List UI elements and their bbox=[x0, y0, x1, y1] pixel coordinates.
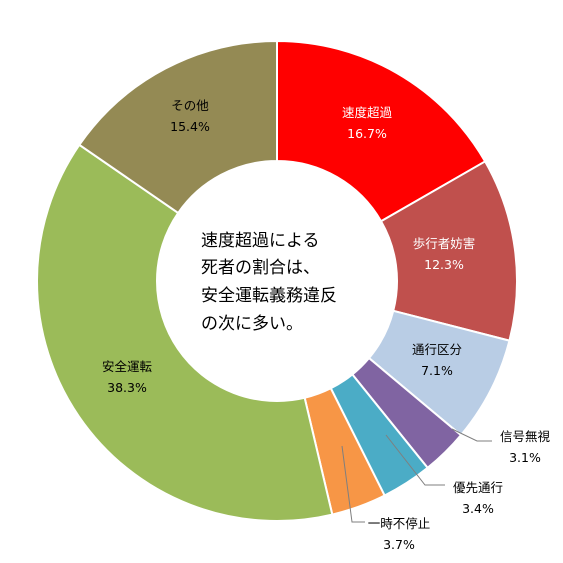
slice-4-value-label: 3.1% bbox=[509, 450, 541, 465]
slice-5-value-label: 3.4% bbox=[462, 501, 494, 516]
slice-labels: 速度超過 16.7% 歩行者妨害 12.3% 通行区分 7.1% 信号無視 3.1% 優先通行 3… bbox=[102, 98, 551, 552]
slice-3-value-label: 7.1% bbox=[421, 363, 453, 378]
slice-4-leader-line bbox=[451, 428, 492, 442]
slice-6-leader-line bbox=[341, 445, 365, 523]
slice-5-leader-line bbox=[385, 434, 445, 486]
center-annotation-line-1: 速度超過による bbox=[201, 231, 320, 251]
slice-1-category-label: 速度超過 bbox=[342, 105, 393, 120]
slice-6-value-label: 3.7% bbox=[383, 537, 415, 552]
slice-1-wedge bbox=[276, 39, 487, 223]
slice-6-category-label: 一時不停止 bbox=[368, 516, 431, 531]
slice-2-value-label: 12.3% bbox=[424, 257, 464, 272]
center-annotation-line-2: 死者の割合は、 bbox=[201, 258, 320, 278]
slice-7-value-label: 38.3% bbox=[107, 380, 147, 395]
leader-lines bbox=[341, 428, 492, 523]
slice-5-category-label: 優先通行 bbox=[453, 480, 503, 495]
slice-2-category-label: 歩行者妨害 bbox=[413, 236, 476, 251]
slice-3-category-label: 通行区分 bbox=[412, 342, 462, 357]
donut-slices bbox=[36, 39, 518, 522]
slice-7-category-label: 安全運転 bbox=[102, 359, 153, 374]
center-annotation-line-4: の次に多い。 bbox=[201, 314, 303, 334]
slice-8-category-label: その他 bbox=[171, 98, 209, 113]
slice-1-value-label: 16.7% bbox=[347, 126, 387, 141]
slice-4-category-label: 信号無視 bbox=[500, 429, 551, 444]
slice-8-wedge bbox=[77, 39, 278, 215]
slice-7-wedge bbox=[36, 143, 334, 522]
slice-8-value-label: 15.4% bbox=[170, 119, 210, 134]
center-annotation-line-3: 安全運転義務違反 bbox=[201, 286, 337, 306]
